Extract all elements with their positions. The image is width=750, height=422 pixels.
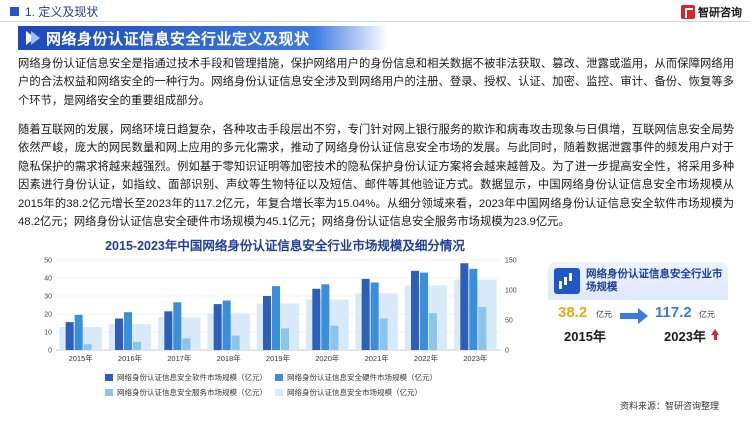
y-right-tick-label: 100 [505, 288, 517, 295]
summary-panel: 网络身份认证信息安全行业市场规模 38.2 亿元 2015年 117.2 亿元 … [548, 262, 728, 346]
intro-paragraph: 网络身份认证信息安全是指通过技术手段和管理措施，保护网络用户的身份信息和相关数据… [18, 58, 734, 107]
legend-label: 网络身份认证信息安全市场规模（亿元） [287, 388, 422, 397]
y-left-tick-label: 0 [48, 348, 52, 355]
bar-hardware [469, 268, 478, 350]
bar-service [330, 325, 339, 350]
bar-software [115, 318, 123, 350]
market-size-chart: 0 10 20 30 40 50 0 50 100 150 2015年 2016年 2017年 2018年… [30, 250, 540, 400]
y-right-tick-label: 0 [505, 348, 509, 355]
bar-software [65, 322, 74, 350]
bar-service [379, 318, 388, 350]
y-left-tick-label: 10 [44, 330, 52, 337]
summary-panel-body: 38.2 亿元 2015年 117.2 亿元 2023年 [548, 300, 728, 346]
legend-swatch [275, 374, 283, 381]
bar-chart-icon [554, 268, 580, 294]
page-title: 网络身份认证信息安全行业定义及现状 [46, 30, 310, 48]
bar-hardware [272, 286, 280, 350]
growth-arrow-icon [620, 308, 648, 324]
bar-software [213, 304, 222, 350]
legend-swatch [105, 374, 113, 381]
logo-icon [681, 5, 695, 19]
y-right-tick-label: 150 [505, 258, 517, 265]
detail-paragraph: 随着互联网的发展，网络环境日趋复杂，各种攻击手段层出不穷，专门针对网上银行服务的… [18, 124, 734, 229]
bar-hardware [321, 284, 330, 350]
legend-swatch [275, 389, 283, 396]
x-tick-label: 2015年 [69, 353, 94, 363]
section-title: 1. 定义及现状 [25, 4, 99, 19]
start-unit: 亿元 [596, 310, 612, 319]
bar-hardware [420, 272, 428, 350]
section-marker-icon [10, 6, 19, 16]
bar-service [231, 335, 240, 350]
legend-label: 网络身份认证信息安全软件市场规模（亿元） [117, 373, 267, 382]
bar-hardware [370, 282, 379, 350]
bar-software [312, 288, 321, 350]
source-note: 资料来源：智研咨询整理 [620, 401, 720, 411]
y-left-tick-label: 50 [44, 258, 52, 265]
chart-svg: 0 10 20 30 40 50 0 50 100 150 2015年 2016年 2017年 2018年… [44, 258, 517, 364]
brand-logo: 智研咨询 [681, 4, 742, 20]
x-tick-label: 2017年 [167, 353, 192, 363]
summary-panel-title: 网络身份认证信息安全行业市场规模 [586, 268, 723, 293]
x-tick-label: 2018年 [217, 353, 242, 363]
arrow-icon-secondary [31, 31, 40, 45]
bar-service [83, 344, 92, 350]
bar-software [460, 263, 469, 350]
x-tick-label: 2020年 [315, 353, 340, 363]
page-title-bar: 网络身份认证信息安全行业定义及现状 [18, 26, 388, 50]
start-value: 38.2 [558, 304, 588, 321]
legend-label: 网络身份认证信息安全服务市场规模（亿元） [117, 388, 267, 397]
bar-service [133, 341, 141, 350]
end-value: 117.2 [655, 304, 692, 321]
bar-service [478, 306, 487, 350]
start-year: 2015年 [564, 329, 606, 344]
bar-service [429, 313, 437, 350]
y-right-tick-label: 50 [505, 318, 513, 325]
top-divider [0, 21, 750, 22]
chart-title: 2015-2023年中国网络身份认证信息安全行业市场规模及细分情况 [105, 239, 465, 253]
legend-item: 网络身份认证信息安全软件市场规模（亿元） [105, 372, 275, 383]
bar-hardware [222, 300, 231, 350]
bar-service [281, 328, 289, 350]
bar-software [263, 296, 271, 350]
bar-software [411, 270, 419, 350]
chart-legend: 网络身份认证信息安全软件市场规模（亿元） 网络身份认证信息安全硬件市场规模（亿元）… [105, 372, 465, 398]
bar-service [182, 338, 191, 350]
legend-item: 网络身份认证信息安全服务市场规模（亿元） [105, 387, 275, 398]
bar-hardware [173, 302, 182, 350]
logo-text: 智研咨询 [698, 7, 742, 19]
x-tick-label: 2016年 [118, 353, 143, 363]
legend-item: 网络身份认证信息安全市场规模（亿元） [275, 387, 445, 398]
bar-software [361, 278, 370, 350]
summary-panel-header: 网络身份认证信息安全行业市场规模 [548, 262, 728, 300]
top-bar: 1. 定义及现状 [0, 0, 750, 22]
legend-swatch [105, 389, 113, 396]
bar-hardware [74, 314, 83, 350]
x-tick-label: 2021年 [365, 353, 390, 363]
end-year: 2023年 [664, 329, 706, 344]
bar-hardware [124, 312, 132, 350]
up-arrow-icon [711, 329, 719, 340]
x-tick-label: 2022年 [414, 353, 439, 363]
bar-software [164, 311, 173, 350]
x-tick-label: 2023年 [463, 353, 488, 363]
y-left-tick-label: 30 [44, 294, 52, 301]
y-left-tick-label: 40 [44, 276, 52, 283]
y-left-tick-label: 20 [44, 312, 52, 319]
legend-label: 网络身份认证信息安全硬件市场规模（亿元） [287, 373, 437, 382]
legend-item: 网络身份认证信息安全硬件市场规模（亿元） [275, 372, 445, 383]
arrow-icon [26, 31, 35, 45]
x-tick-label: 2019年 [266, 353, 291, 363]
end-unit: 亿元 [699, 310, 715, 319]
